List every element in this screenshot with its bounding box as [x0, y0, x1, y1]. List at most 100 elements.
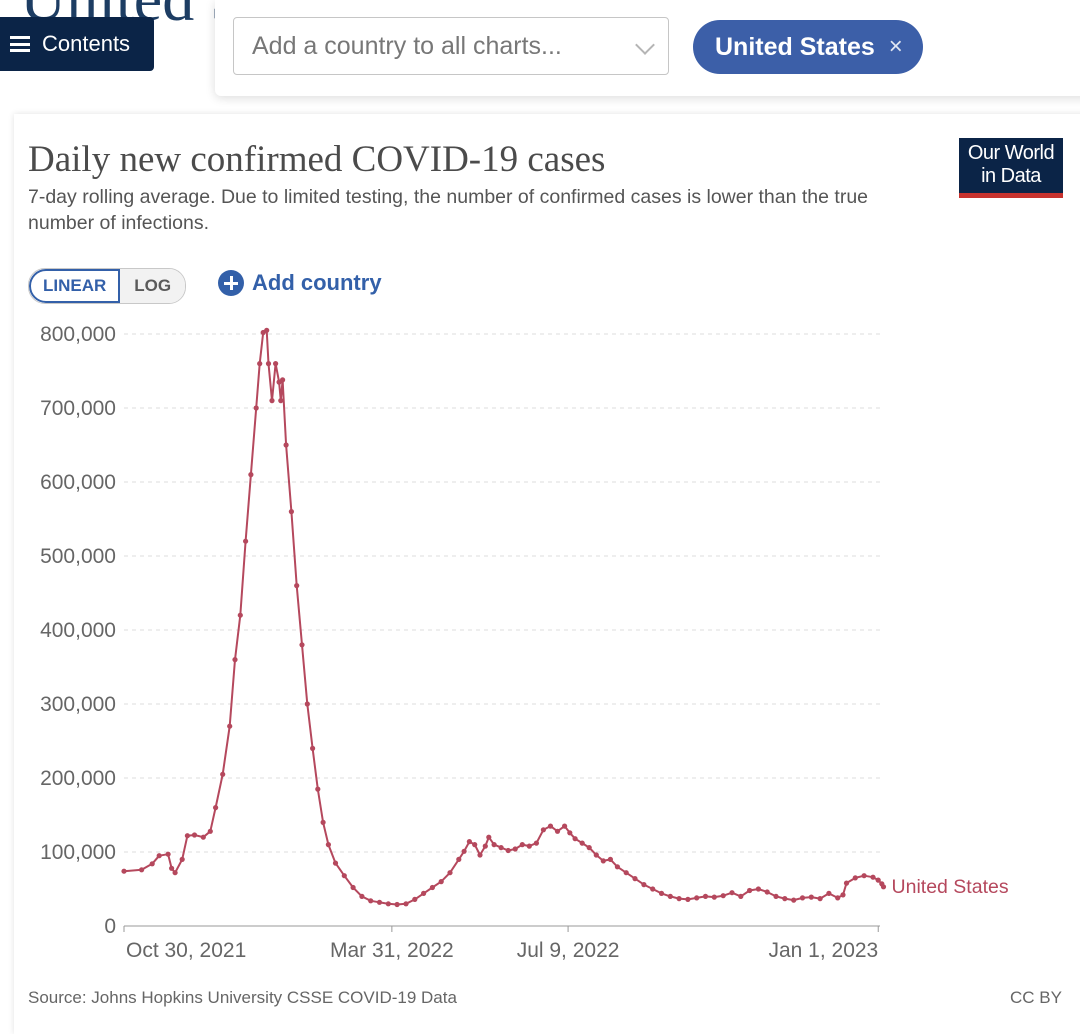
data-point[interactable] — [607, 856, 614, 863]
data-point[interactable] — [614, 864, 621, 870]
data-point[interactable] — [554, 828, 561, 834]
data-point[interactable] — [799, 895, 806, 901]
data-point[interactable] — [720, 893, 726, 899]
data-point[interactable] — [350, 884, 356, 891]
data-point[interactable] — [139, 867, 145, 873]
series-line-united-states[interactable] — [123, 329, 885, 906]
data-point[interactable] — [472, 842, 478, 848]
data-point[interactable] — [482, 843, 488, 849]
data-point[interactable] — [491, 842, 497, 848]
data-point[interactable] — [325, 842, 331, 848]
data-point[interactable] — [248, 472, 254, 478]
data-point[interactable] — [755, 886, 762, 892]
data-point[interactable] — [505, 847, 511, 854]
log-scale-button[interactable]: LOG — [120, 269, 186, 303]
data-point[interactable] — [526, 843, 532, 849]
data-point[interactable] — [264, 327, 270, 333]
data-point[interactable] — [227, 723, 233, 729]
data-point[interactable] — [394, 901, 400, 908]
selected-country-chip[interactable]: United States × — [693, 20, 923, 74]
data-point[interactable] — [156, 853, 162, 859]
data-point[interactable] — [341, 873, 347, 879]
source-note[interactable]: Source: Johns Hopkins University CSSE CO… — [28, 988, 457, 1007]
data-point[interactable] — [232, 657, 238, 663]
data-point[interactable] — [567, 830, 573, 836]
data-point[interactable] — [702, 893, 709, 900]
close-icon[interactable]: × — [888, 33, 903, 60]
chevron-down-icon[interactable] — [635, 35, 655, 55]
data-point[interactable] — [191, 832, 198, 838]
data-point[interactable] — [269, 398, 275, 404]
data-point[interactable] — [791, 897, 797, 903]
data-point[interactable] — [572, 836, 578, 842]
linear-scale-button[interactable]: LINEAR — [29, 269, 121, 303]
data-point[interactable] — [179, 856, 185, 863]
data-point[interactable] — [711, 894, 717, 900]
owid-logo[interactable]: Our World in Data — [959, 138, 1063, 198]
data-point[interactable] — [650, 886, 656, 892]
data-point[interactable] — [283, 442, 289, 448]
data-point[interactable] — [586, 845, 592, 851]
data-point[interactable] — [512, 846, 518, 852]
license-label[interactable]: CC BY — [1010, 988, 1062, 1007]
data-point[interactable] — [632, 876, 638, 882]
data-point[interactable] — [220, 771, 226, 777]
data-point[interactable] — [315, 786, 321, 792]
data-point[interactable] — [280, 377, 286, 383]
data-point[interactable] — [265, 361, 272, 367]
data-point[interactable] — [641, 882, 647, 888]
data-point[interactable] — [278, 398, 284, 404]
data-point[interactable] — [461, 848, 467, 854]
data-point[interactable] — [747, 887, 753, 894]
data-point[interactable] — [533, 840, 540, 846]
data-point[interactable] — [304, 701, 310, 707]
data-point[interactable] — [880, 884, 887, 890]
data-point[interactable] — [547, 823, 554, 829]
data-point[interactable] — [299, 642, 305, 648]
data-point[interactable] — [808, 894, 814, 900]
country-select-input[interactable]: Add a country to all charts... — [233, 17, 669, 75]
data-point[interactable] — [253, 405, 259, 411]
data-point[interactable] — [843, 880, 850, 886]
data-point[interactable] — [773, 893, 779, 900]
data-point[interactable] — [623, 870, 629, 876]
data-point[interactable] — [840, 892, 846, 898]
data-point[interactable] — [368, 898, 374, 904]
data-point[interactable] — [685, 896, 691, 903]
data-point[interactable] — [456, 856, 462, 863]
data-point[interactable] — [237, 612, 243, 618]
data-point[interactable] — [579, 840, 585, 846]
data-point[interactable] — [207, 828, 213, 834]
data-point[interactable] — [658, 890, 665, 897]
data-point[interactable] — [172, 870, 178, 876]
data-point[interactable] — [817, 896, 823, 902]
data-point[interactable] — [593, 852, 599, 858]
data-point[interactable] — [403, 901, 409, 907]
data-point[interactable] — [729, 890, 735, 896]
data-point[interactable] — [385, 901, 391, 907]
data-point[interactable] — [667, 893, 673, 900]
data-point[interactable] — [875, 877, 881, 883]
data-point[interactable] — [149, 861, 155, 867]
data-point[interactable] — [486, 834, 492, 840]
data-point[interactable] — [257, 361, 263, 367]
data-point[interactable] — [332, 860, 339, 866]
data-point[interactable] — [676, 896, 682, 902]
add-country-button[interactable]: Add country — [218, 270, 382, 296]
data-point[interactable] — [288, 509, 294, 515]
data-point[interactable] — [870, 874, 876, 880]
data-point[interactable] — [694, 895, 700, 901]
data-point[interactable] — [310, 745, 316, 752]
data-point[interactable] — [782, 896, 788, 902]
data-point[interactable] — [447, 870, 453, 876]
data-point[interactable] — [519, 842, 525, 848]
data-point[interactable] — [121, 868, 127, 874]
data-point[interactable] — [861, 873, 867, 879]
data-point[interactable] — [738, 893, 744, 900]
data-point[interactable] — [169, 865, 175, 871]
data-point[interactable] — [540, 827, 547, 833]
data-point[interactable] — [498, 845, 504, 851]
data-point[interactable] — [359, 893, 365, 900]
data-point[interactable] — [184, 833, 190, 839]
data-point[interactable] — [412, 896, 418, 903]
